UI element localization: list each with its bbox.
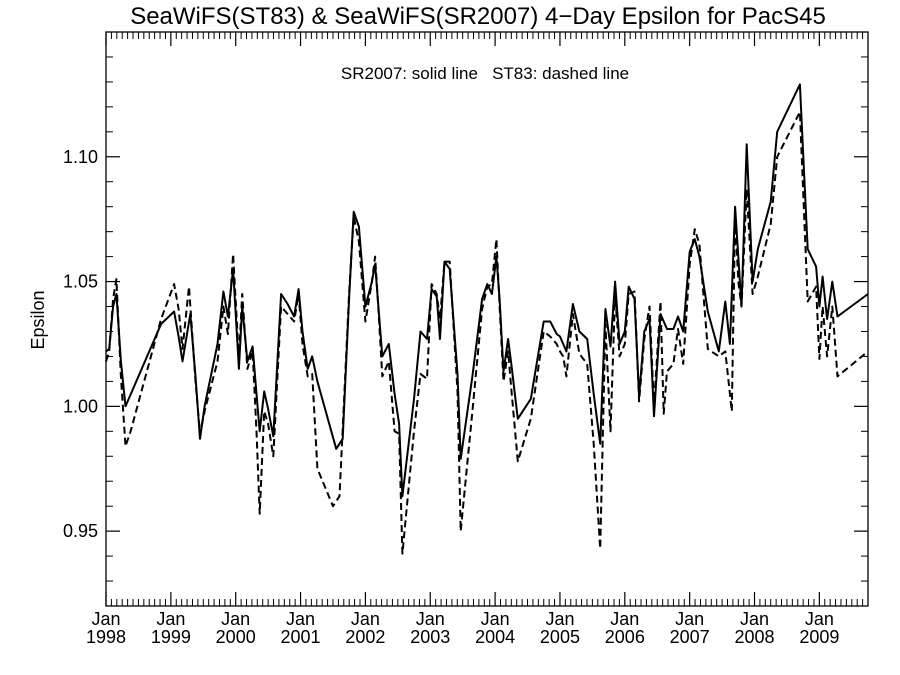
legend-annotation: SR2007: solid line ST83: dashed line bbox=[341, 64, 629, 83]
x-tick-year: 1999 bbox=[151, 627, 191, 647]
y-tick-label: 1.05 bbox=[63, 272, 98, 292]
y-tick-label: 1.10 bbox=[63, 147, 98, 167]
x-axis: Jan1998Jan1999Jan2000Jan2001Jan2002Jan20… bbox=[86, 32, 869, 647]
x-tick-month: Jan bbox=[610, 609, 639, 629]
x-tick-year: 2005 bbox=[540, 627, 580, 647]
x-tick-month: Jan bbox=[416, 609, 445, 629]
y-tick-label: 0.95 bbox=[63, 521, 98, 541]
x-tick-month: Jan bbox=[740, 609, 769, 629]
x-tick-year: 2009 bbox=[799, 627, 839, 647]
series-line-sr2007 bbox=[105, 83, 869, 498]
x-tick-year: 2004 bbox=[475, 627, 515, 647]
x-tick-month: Jan bbox=[805, 609, 834, 629]
x-tick-month: Jan bbox=[221, 609, 250, 629]
x-tick-month: Jan bbox=[481, 609, 510, 629]
x-tick-year: 1998 bbox=[86, 627, 126, 647]
x-tick-month: Jan bbox=[91, 609, 120, 629]
x-tick-year: 2007 bbox=[670, 627, 710, 647]
chart-title: SeaWiFS(ST83) & SeaWiFS(SR2007) 4−Day Ep… bbox=[130, 3, 826, 30]
x-tick-month: Jan bbox=[286, 609, 315, 629]
plot-frame bbox=[105, 31, 869, 607]
series-line-st83 bbox=[105, 110, 869, 555]
y-axis: 0.95 1.00 1.05 1.10 bbox=[63, 56, 868, 582]
x-tick-month: Jan bbox=[351, 609, 380, 629]
x-tick-year: 2002 bbox=[345, 627, 385, 647]
x-tick-year: 2008 bbox=[734, 627, 774, 647]
x-tick-year: 2001 bbox=[281, 627, 321, 647]
y-tick-label: 1.00 bbox=[63, 396, 98, 416]
y-axis-label: Epsilon bbox=[28, 290, 48, 349]
x-tick-year: 2003 bbox=[410, 627, 450, 647]
x-tick-month: Jan bbox=[675, 609, 704, 629]
x-tick-year: 2000 bbox=[216, 627, 256, 647]
series-layer bbox=[105, 83, 869, 555]
x-tick-month: Jan bbox=[156, 609, 185, 629]
x-tick-month: Jan bbox=[545, 609, 574, 629]
x-tick-year: 2006 bbox=[605, 627, 645, 647]
